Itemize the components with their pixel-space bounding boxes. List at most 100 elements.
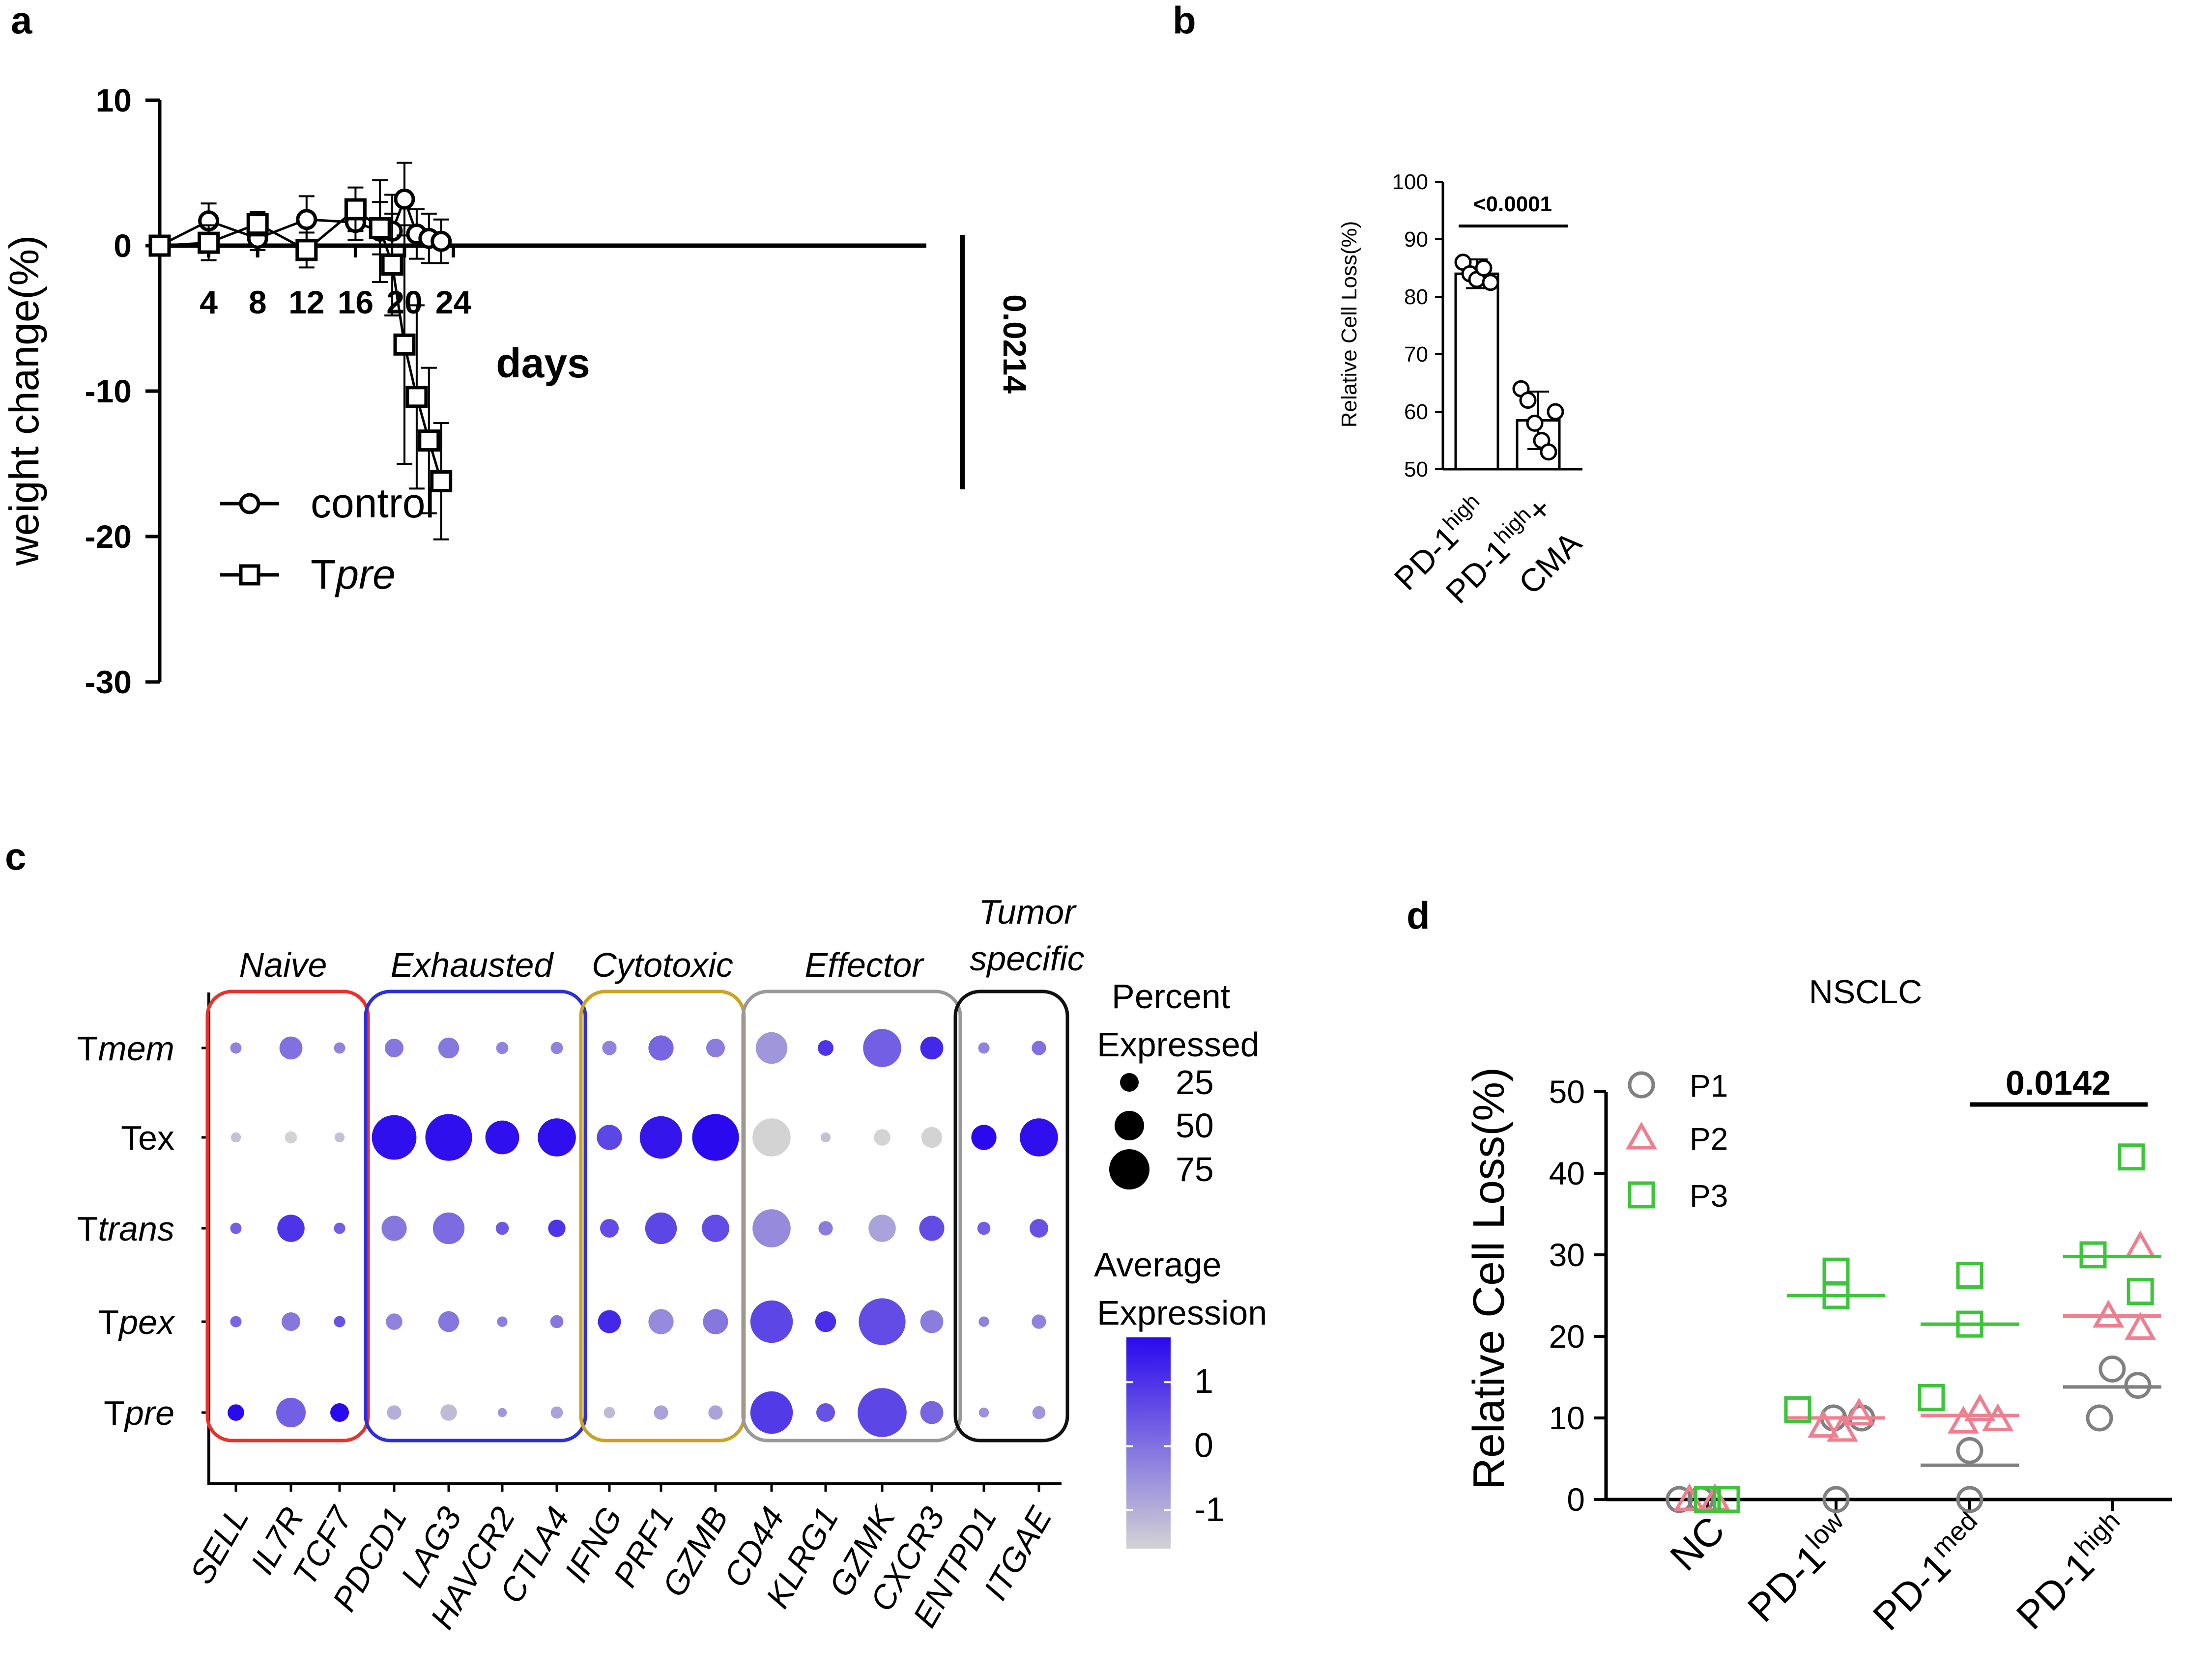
c-dot-Tex-PDCD1 [372,1115,417,1160]
panel-b-axes: 100 90 80 70 60 50 [1392,170,1582,481]
c-dot-Tmem-LAG3 [438,1037,460,1059]
c-dot-Tpre-GZMB [708,1405,723,1420]
a-xtick-label: 8 [249,284,267,320]
size-legend-title-2: Expressed [1097,1025,1260,1064]
a-point-control [394,188,415,210]
a-point-Tpre [295,239,318,261]
b-point [1519,392,1537,409]
panel-d-marks [1666,1143,2161,1513]
c-group-box-Exhausted [364,990,587,1443]
panel-b-xlabels: PD-1high PD-1high+ CMA [1387,489,1588,610]
d-xtick-label-PD-1med: PD-1med [1863,1506,1995,1639]
d-point-P3 [1784,1396,1811,1423]
legend-control-label: control [311,480,434,526]
panel-a-axes: 100-10-20-304 8 12 16 20 24 [85,82,926,700]
panel-b-letter: b [1173,0,1196,42]
c-dot-Tex-CXCR3 [921,1127,943,1148]
c-dot-Tmem-TCF7 [334,1042,345,1054]
c-dot-Tpre-ITGAE [1032,1406,1046,1419]
color-legend-label: 0 [1194,1426,1213,1465]
panel-d-legend: P1 P2 P3 [1626,1068,1728,1214]
c-dot-Tmem-ITGAE [1032,1041,1046,1055]
panel-c-groups: Naive Exhausted Cytotoxic Effector Tumor spec… [205,893,1085,1443]
c-dot-Tpex-PDCD1 [386,1313,402,1330]
c-dot-Tpre-IFNG [603,1407,615,1418]
a-point-Tpre [381,253,403,276]
legend-tpre-marker [239,564,260,586]
c-dot-Tpex-ITGAE [1032,1314,1046,1329]
panel-d-ylabel: Relative Cell Loss(%) [1465,1067,1514,1490]
d-xtick-label-PD-1low: PD-1low [1737,1505,1862,1630]
b-ytick-label: 70 [1404,342,1428,367]
c-row-label-Tmem: Tmem [77,1029,174,1068]
c-dot-Tex-TCF7 [334,1132,345,1143]
d-ytick-label: 30 [1549,1237,1585,1273]
a-ytick-label: -10 [85,373,132,409]
d-point-P3 [2118,1143,2145,1171]
d-legend-label-P2: P2 [1690,1121,1728,1157]
panel-a-letter: a [11,0,32,42]
d-point-P1 [1956,1437,1983,1464]
a-xtick-label: 12 [288,284,324,320]
c-dot-Tpre-IL7R [276,1398,306,1427]
c-dot-Tpre-ENTPD1 [978,1407,989,1418]
c-dot-Tpre-KLRG1 [816,1403,835,1422]
a-ytick-label: 0 [114,227,132,264]
c-dot-Tmem-PRF1 [648,1035,674,1061]
c-dot-Tpex-IFNG [598,1310,621,1333]
panel-a-ylabel: weight change(%) [1,235,47,566]
legend-tpre-label: Tpre [311,551,396,597]
a-point-Tpre [430,470,453,493]
c-dot-Tex-ENTPD1 [971,1125,997,1150]
d-ytick-label: 50 [1549,1074,1585,1110]
d-point-P1 [1822,1486,1850,1513]
d-point-P3 [1713,1486,1740,1513]
b-ytick-label: 80 [1404,285,1428,309]
c-dot-Tpre-TCF7 [330,1403,349,1422]
panel-b-ylabel: Relative Cell Loss(%) [1337,221,1361,428]
c-dot-Tmem-CXCR3 [920,1036,944,1060]
c-dot-Tpre-CD44 [750,1391,793,1434]
d-point-P3 [1822,1257,1850,1285]
c-dot-Ttrans-CXCR3 [919,1216,945,1241]
c-dot-Tex-CD44 [752,1118,791,1157]
c-dot-Tpex-CTLA4 [550,1315,564,1329]
c-group-box-Effector [741,990,962,1443]
c-dot-Tex-PRF1 [639,1116,683,1159]
b-ytick-label: 100 [1392,170,1428,194]
d-legend-marker-P1 [1628,1071,1655,1099]
c-group-label: Cytotoxic [592,946,733,984]
c-dot-Tpex-KLRG1 [815,1311,836,1332]
d-ytick-label: 40 [1549,1155,1585,1191]
panel-d-letter: d [1407,894,1430,937]
c-dot-Ttrans-ENTPD1 [977,1221,991,1235]
c-dot-Tpex-GZMK [859,1298,906,1345]
c-dot-Ttrans-KLRG1 [818,1221,833,1236]
b-point [1482,274,1499,291]
c-dot-Tex-SELL [230,1132,241,1143]
c-row-label-Ttrans: Ttrans [77,1210,174,1248]
panel-c-letter: c [5,835,26,878]
c-dot-Tmem-GZMB [706,1039,725,1057]
c-dot-Tpex-LAG3 [438,1311,460,1332]
color-legend-label: -1 [1194,1490,1225,1528]
c-dot-Tex-LAG3 [425,1114,472,1161]
c-dot-Ttrans-GZMK [868,1215,896,1242]
c-dot-Tmem-GZMK [863,1029,901,1067]
panel-c-color-legend: Average Expression 1 0 -1 [1094,1245,1267,1549]
c-dot-Ttrans-LAG3 [432,1212,465,1245]
c-group-label: Exhausted [391,946,554,984]
c-dot-Ttrans-GZMB [702,1215,729,1242]
d-point-P2 [2125,1312,2156,1340]
panel-a-xlabel: days [496,340,590,386]
c-dot-Tpex-IL7R [282,1312,300,1331]
color-legend-title-2: Expression [1097,1294,1267,1332]
c-dot-Tpre-PDCD1 [387,1405,402,1420]
panel-b: b 100 90 80 70 60 50 Relative Cell Loss(%) <0… [1173,0,1588,610]
b-ytick-label: 50 [1404,457,1428,481]
panel-b-xlabel-1-line2: CMA [1512,525,1588,601]
d-point-P2 [1843,1397,1875,1426]
panel-d-title: NSCLC [1809,973,1923,1011]
b-bar [1454,272,1499,471]
